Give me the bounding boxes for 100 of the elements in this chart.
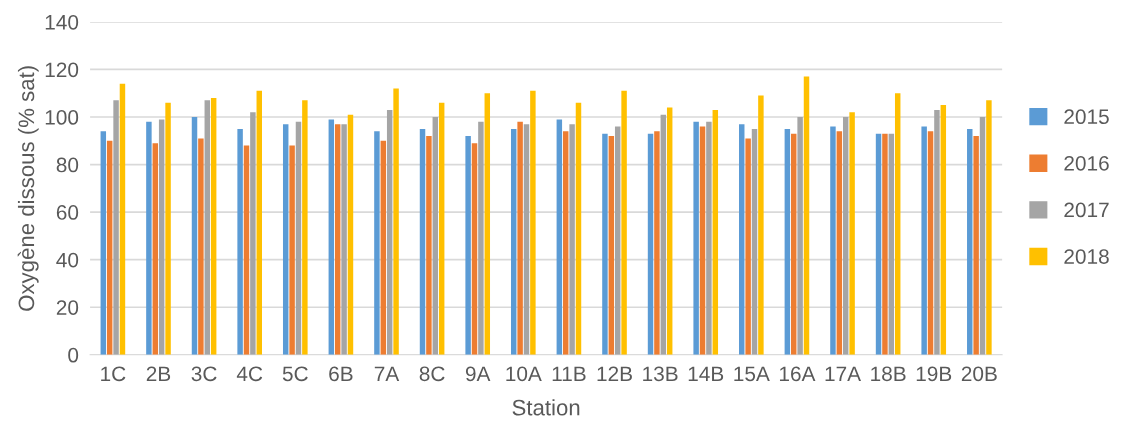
y-axis-title: Oxygène dissous (% sat) [17,66,39,311]
bar [758,95,764,355]
bar [621,90,627,355]
x-tick-label: 17A [825,366,862,381]
x-tick-label: 4C [236,366,263,382]
x-tick-label: 3C [191,366,217,382]
bar [250,112,256,355]
x-tick-label: 19B [916,366,952,382]
bar [921,126,927,355]
bar [471,143,478,355]
x-tick-label: 12B [597,366,632,381]
y-tick-label: 0 [68,347,79,363]
bar [328,119,335,355]
bar [165,102,171,355]
bar [426,136,432,355]
bar [465,136,471,355]
y-tick-label: 120 [45,62,79,78]
bar [152,143,159,355]
y-tick-label: 100 [45,110,79,125]
bar [282,124,289,355]
bar [556,119,563,355]
legend-label: 2016 [1064,155,1109,171]
bar [380,140,387,355]
bar [797,117,803,355]
bar [302,100,308,355]
bar [575,102,582,355]
y-tick-label: 20 [56,300,79,315]
bar [484,93,491,355]
x-tick-label: 10A [506,366,542,382]
x-tick-label: 15A [734,366,770,382]
bar [712,109,719,355]
bar [289,145,295,355]
bar [243,145,250,355]
bar [113,100,119,355]
bar [934,109,940,355]
y-tick-label: 80 [56,157,79,173]
bar [791,133,797,355]
bar [894,93,901,355]
bar [699,126,706,355]
x-tick-label: 16A [779,366,816,382]
x-tick-label: 8C [419,366,445,382]
bar [198,138,204,355]
bar [706,121,712,355]
bar [237,128,243,355]
x-tick-label: 13B [643,366,678,382]
bar [393,88,399,355]
bar [295,121,302,355]
x-tick-label: 7A [374,366,400,381]
bar [419,128,426,355]
bar [106,140,113,355]
bar [204,100,211,355]
x-tick-label: 14B [688,366,724,381]
bar [100,131,107,355]
x-tick-label: 9A [465,366,491,382]
bar [927,131,934,355]
bar [986,100,992,355]
legend-label: 2018 [1064,249,1109,264]
bar [432,117,439,355]
bar [511,128,517,355]
bar [875,133,882,355]
bar [830,126,836,355]
bar [882,133,888,355]
y-tick-label: 40 [56,252,79,268]
bar [654,131,660,355]
bar [745,138,751,355]
bar [119,83,126,355]
bar [979,117,986,355]
bar [517,121,523,355]
bar [191,117,198,355]
bar [146,121,152,355]
x-tick-label: 20B [961,366,997,382]
bar [842,117,849,355]
bar [693,121,699,355]
bar [386,109,393,355]
bar [334,124,341,355]
bar [803,76,810,355]
bar [210,97,217,355]
x-axis-title: Station [512,399,580,416]
x-tick-label: 1C [101,366,126,382]
bar [940,105,947,355]
bar [478,121,484,355]
bar [849,112,855,355]
bar [739,124,745,355]
bar [608,136,615,355]
bar [647,133,654,355]
bar [602,133,608,355]
x-tick-label: 2B [146,366,171,381]
bar [569,124,575,355]
legend-label: 2017 [1064,202,1109,218]
bar [751,128,758,355]
x-tick-label: 5C [282,366,308,382]
bar [256,90,262,355]
x-tick-label: 6B [329,366,353,382]
bar [347,114,354,355]
bar [562,131,569,355]
bar [660,114,667,355]
y-tick-label: 60 [56,205,79,220]
bar [967,128,973,355]
y-tick-label: 140 [45,14,79,30]
bar [888,133,895,355]
